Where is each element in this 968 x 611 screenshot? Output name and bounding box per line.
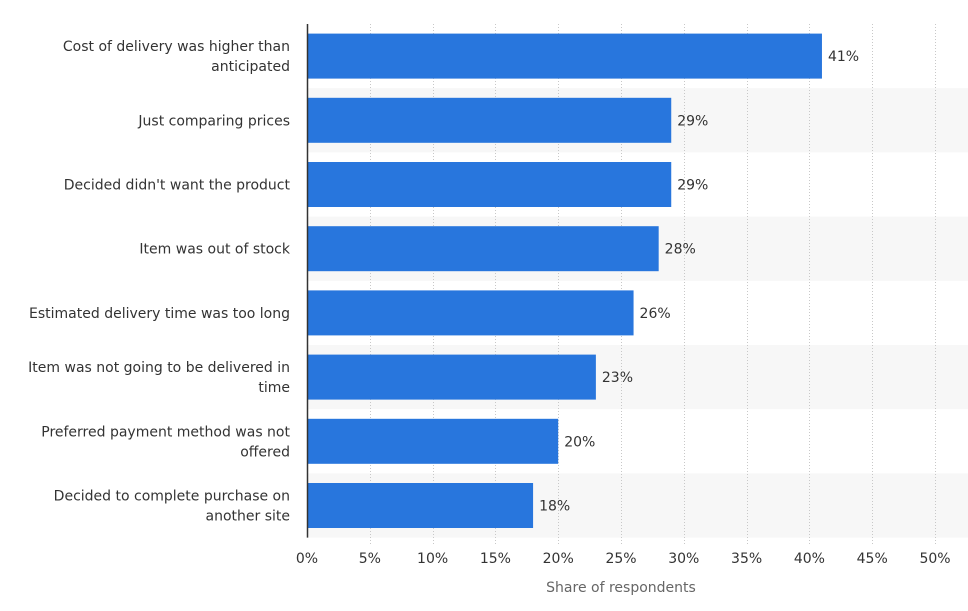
category-label-line: time [258,380,290,396]
x-tick-label: 25% [605,551,636,567]
category-label-line: anticipated [211,59,290,75]
value-label: 41% [828,49,859,65]
x-tick-label: 35% [731,551,762,567]
category-label: Preferred payment method was not offered [41,424,290,460]
category-label: Decided didn't want the product [64,178,291,194]
category-label: Cost of delivery was higher than anticipa… [63,39,290,75]
bars [307,33,822,528]
value-label: 18% [539,499,570,515]
x-tick-label: 30% [668,551,699,567]
value-labels: 41% 29% 29% 28% 26% 23% 20% 18% [539,49,859,514]
value-label: 26% [640,306,671,322]
category-label-line: Decided to complete purchase on [54,489,290,505]
x-tick-labels: 0% 5% 10% 15% 20% 25% 30% 35% 40% 45% 50% [296,551,951,567]
x-tick-label: 15% [480,551,511,567]
bar [307,162,672,207]
bar [307,418,559,464]
category-label-line: Item was not going to be delivered in [28,360,290,376]
category-label-line: Estimated delivery time was too long [29,306,290,322]
bar [307,33,822,79]
x-axis-title: Share of respondents [546,580,696,596]
category-labels: Cost of delivery was higher than anticipa… [28,39,291,524]
value-label: 29% [677,178,708,194]
x-tick-label: 40% [794,551,825,567]
category-label: Item was not going to be delivered in tim… [28,360,290,396]
bar [307,290,634,336]
category-label-line: offered [240,444,290,460]
category-label: Estimated delivery time was too long [29,306,290,322]
bar [307,97,672,143]
x-tick-label: 5% [359,551,381,567]
category-label-line: Decided didn't want the product [64,178,291,194]
x-tick-label: 20% [543,551,574,567]
category-label-line: Item was out of stock [139,242,290,258]
category-label: Just comparing prices [137,113,290,129]
value-label: 20% [564,434,595,450]
bar [307,354,596,400]
value-label: 23% [602,370,633,386]
category-label: Item was out of stock [139,242,290,258]
category-label-line: Just comparing prices [137,113,290,129]
value-label: 28% [665,242,696,258]
x-tick-label: 50% [919,551,950,567]
bar [307,226,659,272]
category-label-line: another site [206,509,291,525]
category-label: Decided to complete purchase on another s… [54,489,290,525]
category-label-line: Cost of delivery was higher than [63,39,290,55]
bar [307,483,534,528]
x-tick-label: 10% [417,551,448,567]
category-label-line: Preferred payment method was not [41,424,290,440]
x-tick-label: 0% [296,551,318,567]
x-tick-label: 45% [857,551,888,567]
value-label: 29% [677,113,708,129]
